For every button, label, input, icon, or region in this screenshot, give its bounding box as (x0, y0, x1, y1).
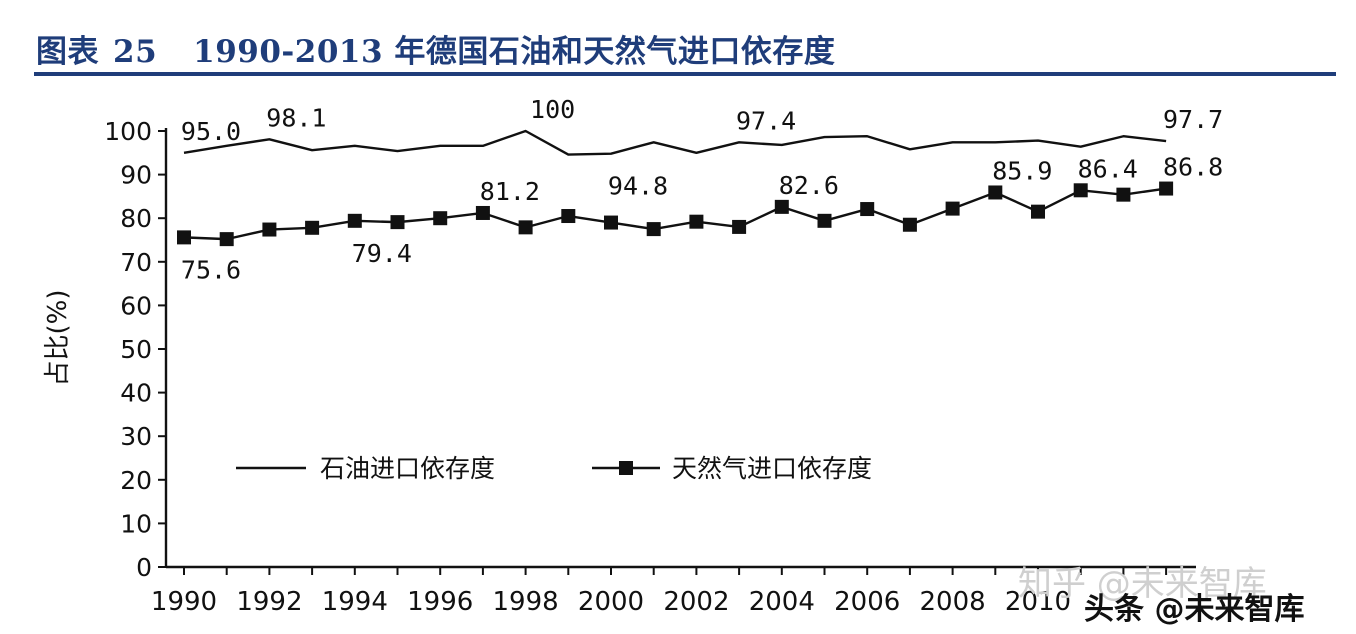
legend: 石油进口依存度 天然气进口依存度 (236, 454, 872, 483)
x-tick-label: 2008 (920, 587, 986, 617)
legend-marker-gas (619, 461, 633, 475)
series-line-1 (183, 187, 1167, 241)
y-tick-label: 100 (104, 117, 152, 146)
y-tick-label: 30 (120, 422, 152, 451)
x-tick-label: 2000 (578, 587, 644, 617)
figure-title: 图表 25 1990-2013 年德国石油和天然气进口依存度 (36, 26, 835, 71)
data-label: 85.9 (992, 156, 1052, 185)
y-tick-label: 60 (120, 291, 152, 320)
gas-marker (988, 185, 1003, 200)
gas-marker (732, 219, 747, 234)
gas-marker (1031, 204, 1046, 219)
legend-label-gas: 天然气进口依存度 (672, 454, 872, 483)
series-lines (183, 129, 1167, 241)
data-label: 79.4 (352, 239, 412, 268)
gas-marker (604, 215, 619, 230)
data-label: 86.8 (1163, 153, 1223, 182)
data-label: 86.4 (1078, 154, 1138, 183)
y-tick-label: 70 (120, 248, 152, 277)
y-tick-label: 50 (120, 335, 152, 364)
y-tick-label: 90 (120, 161, 152, 190)
gas-marker (518, 220, 533, 235)
gas-marker (1116, 187, 1131, 202)
data-label: 100 (530, 95, 575, 124)
y-tick-label: 40 (120, 379, 152, 408)
gas-marker (860, 202, 875, 217)
gas-marker (817, 213, 832, 228)
series-markers (177, 181, 1174, 247)
legend-label-oil: 石油进口依存度 (320, 454, 495, 483)
gas-marker (219, 232, 234, 247)
series-line-0 (183, 129, 1167, 156)
gas-marker (262, 222, 277, 237)
x-tick-label: 2010 (1005, 587, 1071, 617)
x-tick-label: 1992 (236, 587, 302, 617)
x-tick-label: 1996 (407, 587, 473, 617)
axes (164, 128, 1196, 569)
gas-marker (1159, 181, 1174, 196)
gas-marker (390, 215, 405, 230)
y-tick-labels: 0 10 20 30 40 50 60 70 80 90 100 (104, 117, 166, 582)
data-label: 97.7 (1163, 105, 1223, 134)
gas-marker (305, 220, 320, 235)
gas-marker (475, 205, 490, 220)
gas-marker (646, 222, 661, 237)
watermark-zhihu: 知乎 @未来智库 (1018, 564, 1267, 604)
data-label: 81.2 (480, 177, 540, 206)
gas-marker (774, 199, 789, 214)
gas-marker (561, 209, 576, 224)
data-label: 82.6 (779, 171, 839, 200)
x-tick-label: 2006 (834, 587, 900, 617)
gas-marker (433, 211, 448, 226)
gas-marker (689, 214, 704, 229)
gas-marker (902, 217, 917, 232)
data-label: 75.6 (181, 255, 241, 284)
y-tick-label: 0 (136, 553, 152, 582)
figure-label: 图表 (36, 34, 99, 70)
data-label: 95.0 (181, 117, 241, 146)
data-label: 94.8 (608, 172, 668, 201)
data-label: 98.1 (266, 103, 326, 132)
gas-marker (1073, 183, 1088, 198)
gas-marker (177, 230, 191, 245)
x-tick-label: 2002 (663, 587, 729, 617)
figure-number: 25 (113, 34, 158, 70)
y-axis-label: 占比(%) (43, 290, 73, 387)
y-tick-label: 80 (120, 204, 152, 233)
x-tick-label: 1998 (493, 587, 559, 617)
x-tick-label: 1994 (322, 587, 388, 617)
x-tick-labels: 1990 1992 1994 1996 1998 2000 2002 2004 2006 2008… (151, 567, 1168, 617)
title-rule (34, 72, 1336, 76)
y-tick-label: 20 (120, 466, 152, 495)
figure-title-text: 1990-2013 年德国石油和天然气进口依存度 (193, 34, 836, 70)
gas-marker (945, 201, 960, 216)
data-labels: 95.0 98.1 100 94.8 97.4 97.7 75.6 79.4 81.2 82.6 8… (181, 95, 1223, 284)
gas-marker (347, 213, 362, 228)
watermark-toutiao: 头条 @未来智库 (1084, 592, 1305, 627)
data-label: 97.4 (736, 106, 796, 135)
x-tick-label: 1990 (151, 587, 217, 617)
y-tick-label: 10 (120, 509, 152, 538)
x-tick-label: 2004 (749, 587, 815, 617)
